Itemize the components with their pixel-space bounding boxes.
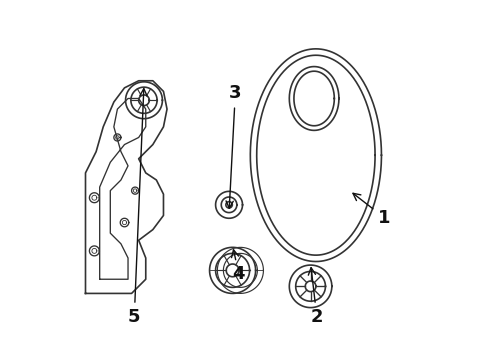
Text: 2: 2 [308,267,323,326]
Text: 3: 3 [226,85,242,208]
Text: 5: 5 [128,89,147,326]
Text: 4: 4 [232,250,245,283]
Text: 1: 1 [353,193,391,226]
